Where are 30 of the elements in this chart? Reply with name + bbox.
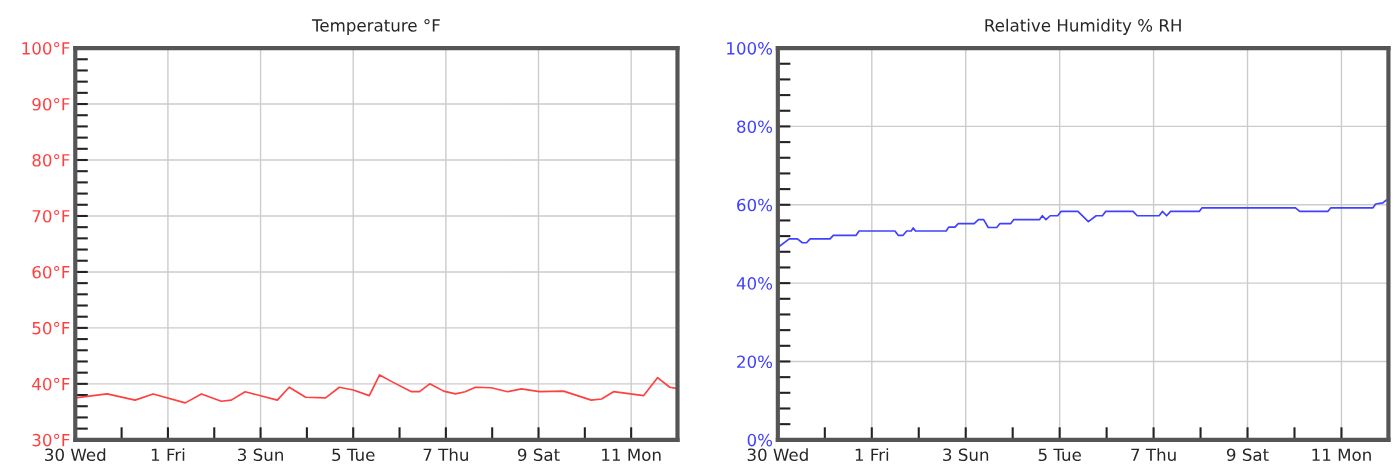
y-tick-label: 100°F (22, 42, 70, 55)
x-tick-label: 5 Tue (1038, 448, 1081, 462)
x-tick-label: 30 Wed (45, 448, 106, 462)
chart-title: Relative Humidity % RH (985, 18, 1181, 35)
x-tick-label: 7 Thu (423, 448, 468, 462)
x-tick-label: 3 Sun (943, 448, 989, 462)
x-tick-label: 11 Mon (1312, 448, 1371, 462)
x-tick-label: 11 Mon (602, 448, 661, 462)
chart-title: Temperature °F (311, 19, 440, 35)
y-tick-label: 60% (737, 198, 773, 212)
y-tick-label: 20% (737, 355, 773, 369)
x-tick-label: 9 Sat (1226, 448, 1269, 462)
y-tick-label: 40% (736, 277, 773, 290)
x-tick-label: 9 Sat (517, 448, 560, 462)
y-tick-label: 40°F (32, 377, 70, 391)
x-tick-label: 7 Thu (1131, 448, 1176, 462)
x-tick-label: 30 Wed (747, 448, 808, 462)
y-tick-label: 70°F (32, 209, 70, 223)
y-tick-label: 80°F (32, 153, 70, 167)
y-tick-label: 80% (737, 120, 773, 133)
y-tick-label: 100% (727, 42, 773, 55)
y-tick-label: 60°F (32, 265, 70, 279)
y-tick-label: 30°F (32, 433, 70, 447)
x-tick-label: 1 Fri (855, 448, 889, 461)
y-tick-label: 50°F (32, 321, 70, 335)
x-tick-label: 1 Fri (151, 448, 185, 461)
x-tick-label: 5 Tue (332, 448, 375, 462)
y-tick-label: 0% (747, 433, 773, 447)
x-tick-label: 3 Sun (238, 448, 283, 462)
y-tick-label: 90°F (32, 98, 70, 111)
